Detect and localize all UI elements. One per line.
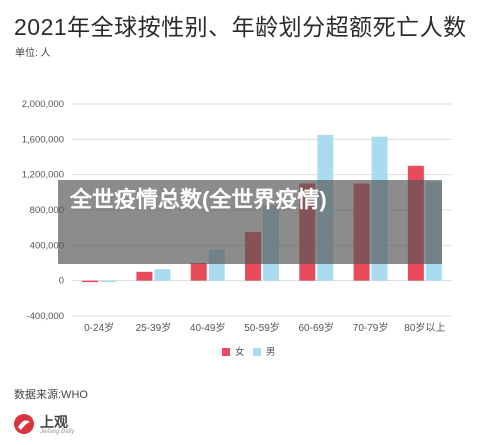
legend-swatch (253, 348, 261, 356)
y-tick-label: 0 (59, 276, 64, 287)
unit-label: 单位: 人 (15, 48, 51, 59)
x-tick-label: 80岁以上 (404, 321, 445, 334)
x-tick-label: 60-69岁 (298, 321, 334, 334)
logo-text: 上观 (40, 414, 68, 430)
watermark-overlay: 全世疫情总数(全世界疫情) (58, 180, 442, 264)
bar-male (154, 269, 171, 281)
data-source: 数据来源:WHO (14, 389, 88, 401)
logo-icon (14, 414, 34, 434)
logo-subtext: Jiefang Daily (40, 429, 75, 435)
bar-male (100, 280, 117, 283)
y-tick-label: 800,000 (30, 205, 64, 216)
x-tick-label: 50-59岁 (244, 321, 280, 334)
bar-female (82, 280, 99, 283)
overlay-title: 全世疫情总数(全世界疫情) (70, 187, 327, 212)
publisher-logo: 上观 Jiefang Daily (12, 410, 102, 438)
x-tick-label: 40-49岁 (190, 321, 226, 334)
y-tick-label: -400,000 (26, 311, 64, 322)
y-tick-label: 1,200,000 (22, 170, 64, 181)
bar-female (136, 271, 153, 281)
x-tick-label: 25-39岁 (136, 321, 172, 334)
legend-label: 女 (235, 346, 245, 358)
y-tick-label: 1,600,000 (22, 134, 64, 145)
chart-title: 2021年全球按性别、年龄划分超额死亡人数 (14, 14, 467, 40)
x-tick-label: 0-24岁 (84, 321, 114, 334)
legend-label: 男 (266, 347, 276, 358)
x-tick-label: 70-79岁 (353, 321, 389, 334)
legend-swatch (222, 348, 230, 356)
y-tick-label: 400,000 (30, 240, 64, 251)
bar-female (190, 263, 207, 281)
y-tick-label: 2,000,000 (22, 99, 64, 110)
